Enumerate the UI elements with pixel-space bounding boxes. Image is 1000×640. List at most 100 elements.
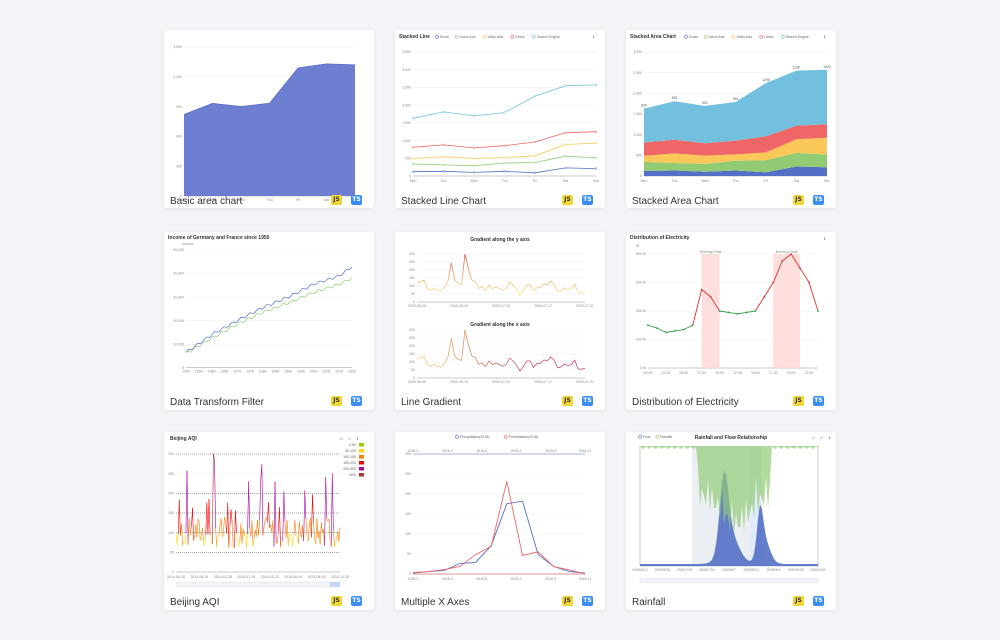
y-tick-label: 150 bbox=[168, 511, 174, 515]
data-point bbox=[647, 324, 649, 327]
legend-swatch bbox=[359, 473, 364, 477]
series-line bbox=[412, 481, 586, 575]
data-label: 1290 bbox=[762, 78, 770, 82]
card-distribution-of-electricity[interactable]: Distribution of Electricity ⬇ W 0 W 200 W 400… bbox=[626, 232, 836, 410]
card-title[interactable]: Stacked Line Chart bbox=[401, 196, 487, 207]
y-tick-label: 100 bbox=[405, 532, 411, 536]
chart-rainfall: Rainfall and Flow Relationship Flow Rainfa… bbox=[632, 435, 831, 584]
y-tick-label: 2,000 bbox=[402, 103, 411, 107]
caption-stacked-area-chart: Stacked Area Chart JS TS bbox=[626, 194, 836, 210]
y-tick-label: 0 bbox=[409, 572, 411, 576]
y-axis-label: W bbox=[636, 244, 640, 248]
card-line-gradient[interactable]: Gradient along the y axis 0 50 100 150 200 250… bbox=[395, 232, 605, 410]
y-tick-label: 200 W bbox=[636, 338, 647, 342]
chart-title: Stacked Line bbox=[399, 34, 430, 40]
data-point bbox=[442, 143, 445, 147]
card-title[interactable]: Line Gradient bbox=[401, 397, 462, 408]
ts-badge[interactable]: TS bbox=[813, 596, 824, 606]
y-tick-label: 0 bbox=[413, 376, 415, 380]
zoom-icon: ⊡ bbox=[340, 437, 343, 441]
card-title[interactable]: Data Transform Filter bbox=[170, 397, 264, 408]
ts-badge[interactable]: TS bbox=[582, 596, 593, 606]
ts-badge[interactable]: TS bbox=[582, 396, 593, 406]
series-line bbox=[185, 277, 353, 353]
aqi-segment bbox=[279, 507, 281, 548]
card-stacked-line-chart[interactable]: Stacked Line Email Union Ads Video Ads Direc… bbox=[395, 30, 605, 208]
js-badge[interactable]: JS bbox=[562, 195, 573, 205]
legend-marker bbox=[504, 435, 508, 439]
line-segment bbox=[746, 310, 756, 313]
data-label: 901 bbox=[702, 101, 708, 105]
y-tick-label: 800 W bbox=[636, 252, 647, 256]
data-point bbox=[472, 164, 476, 167]
line-segment bbox=[719, 310, 729, 313]
bottom-x-tick-label: 2015-11 bbox=[579, 577, 592, 581]
js-badge[interactable]: JS bbox=[331, 195, 342, 205]
x-tick-label: 1985 bbox=[271, 370, 279, 374]
js-badge[interactable]: JS bbox=[793, 195, 804, 205]
data-label: 820 bbox=[641, 104, 647, 108]
card-beijing-aqi[interactable]: Beijing AQI ⊡ ↺ ⬇ 0 50 100 150 200 250 300 0-50 50-1… bbox=[164, 432, 374, 610]
card-title[interactable]: Beijing AQI bbox=[170, 597, 220, 608]
card-rainfall[interactable]: Rainfall and Flow Relationship Flow Rainfa… bbox=[626, 432, 836, 610]
aqi-segment bbox=[307, 525, 310, 542]
aqi-segment bbox=[194, 524, 197, 539]
datazoom-handle bbox=[330, 582, 340, 587]
aqi-segment bbox=[280, 542, 282, 548]
x-tick-label: 1950 bbox=[182, 370, 190, 374]
x-tick-label: Sun bbox=[593, 179, 599, 183]
card-multiple-x-axes[interactable]: Precipitation(2015) Precipitation(2016) 0 5… bbox=[395, 432, 605, 610]
aqi-segment bbox=[262, 526, 265, 536]
data-point bbox=[564, 166, 567, 170]
x-tick-label: 05:00 bbox=[679, 371, 688, 375]
restore-icon: ↺ bbox=[820, 436, 824, 440]
aqi-segment bbox=[212, 453, 214, 545]
x-tick-label: Sat bbox=[563, 179, 568, 183]
data-point bbox=[799, 267, 802, 270]
js-badge[interactable]: JS bbox=[793, 596, 804, 606]
x-tick-label: 2014-08-16 bbox=[190, 575, 208, 579]
aqi-segment bbox=[328, 518, 331, 541]
ts-badge[interactable]: TS bbox=[351, 596, 362, 606]
legend-label: Video Ads bbox=[487, 35, 503, 39]
aqi-segment bbox=[175, 532, 178, 545]
data-point bbox=[673, 330, 676, 332]
x-tick-label: 2014-06-05 bbox=[167, 575, 185, 579]
js-badge[interactable]: JS bbox=[331, 396, 342, 406]
aqi-segment bbox=[208, 499, 211, 535]
aqi-segment bbox=[217, 535, 220, 538]
card-data-transform-filter[interactable]: Income of Germany and France since 1950 I… bbox=[164, 232, 374, 410]
aqi-segment bbox=[198, 520, 201, 541]
ts-badge[interactable]: TS bbox=[813, 195, 824, 205]
x-tick-label: 2000-07-31 bbox=[576, 304, 594, 308]
ts-badge[interactable]: TS bbox=[813, 396, 824, 406]
card-title[interactable]: Rainfall bbox=[632, 597, 666, 608]
area-line bbox=[183, 63, 356, 115]
js-badge[interactable]: JS bbox=[331, 596, 342, 606]
card-basic-area-chart[interactable]: 03006009001,2001,500MonTueWedThuFriSatSu… bbox=[164, 30, 374, 208]
js-badge[interactable]: JS bbox=[562, 396, 573, 406]
legend-marker bbox=[781, 35, 785, 39]
legend-label: 200-300 bbox=[343, 467, 356, 471]
js-badge[interactable]: JS bbox=[793, 396, 804, 406]
top-x-tick-label: 2016-1 bbox=[408, 449, 419, 453]
aqi-segment bbox=[229, 509, 232, 527]
aqi-segment bbox=[240, 523, 243, 544]
ts-badge[interactable]: TS bbox=[351, 396, 362, 406]
card-title[interactable]: Distribution of Electricity bbox=[632, 397, 739, 408]
y-tick-label: 1,500 bbox=[633, 112, 642, 116]
card-title[interactable]: Basic area chart bbox=[170, 196, 243, 207]
ts-badge[interactable]: TS bbox=[582, 195, 593, 205]
aqi-segment bbox=[337, 531, 340, 542]
y-tick-label: 50 bbox=[170, 551, 174, 555]
band-label: Morning Peak bbox=[700, 250, 722, 254]
bottom-x-tick-label: 2015-9 bbox=[545, 577, 556, 581]
card-title[interactable]: Stacked Area Chart bbox=[632, 196, 719, 207]
x-tick-label: 2009/8/21 bbox=[743, 568, 759, 572]
card-title[interactable]: Multiple X Axes bbox=[401, 597, 470, 608]
ts-badge[interactable]: TS bbox=[351, 195, 362, 205]
aqi-segment bbox=[237, 539, 240, 547]
y-tick-label: 50 bbox=[411, 292, 415, 296]
js-badge[interactable]: JS bbox=[562, 596, 573, 606]
card-stacked-area-chart[interactable]: Stacked Area Chart Email Union Ads Video Ad… bbox=[626, 30, 836, 208]
